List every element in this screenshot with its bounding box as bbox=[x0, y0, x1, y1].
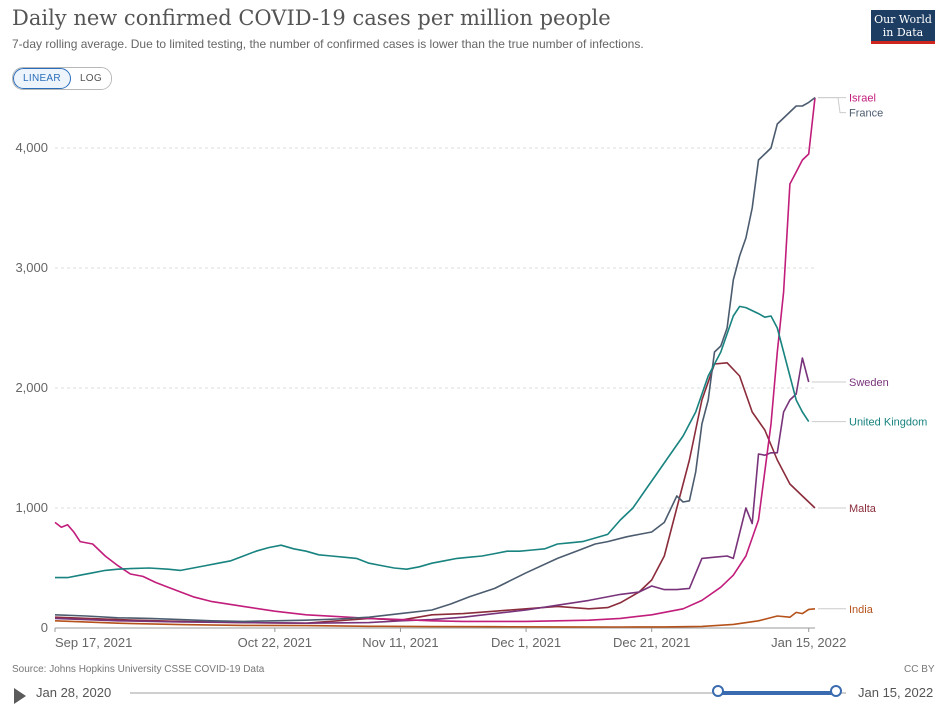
series-line-israel bbox=[54, 97, 816, 623]
legend-label-india: India bbox=[849, 604, 874, 616]
series-line-france bbox=[54, 96, 816, 623]
timeline-end-label: Jan 15, 2022 bbox=[858, 685, 934, 700]
series-line-india bbox=[54, 608, 816, 628]
y-tick-label-2: 2,000 bbox=[15, 380, 48, 395]
timeline-selected-range bbox=[718, 691, 836, 695]
y-tick-label-1: 1,000 bbox=[15, 500, 48, 515]
x-tick-label-0: Sep 17, 2021 bbox=[55, 635, 132, 650]
y-tick-label-3: 3,000 bbox=[15, 260, 48, 275]
chart-title: Daily new confirmed COVID-19 cases per m… bbox=[12, 6, 611, 30]
x-tick-label-2: Nov 11, 2021 bbox=[362, 635, 438, 650]
series-line-sweden bbox=[54, 357, 810, 624]
y-tick-label-0: 0 bbox=[41, 620, 48, 635]
play-icon[interactable] bbox=[14, 688, 26, 704]
scale-toggle: LINEAR LOG bbox=[12, 67, 112, 90]
chart-subtitle: 7-day rolling average. Due to limited te… bbox=[12, 37, 644, 51]
legend-label-sweden: Sweden bbox=[849, 377, 889, 389]
y-tick-label-4: 4,000 bbox=[15, 140, 48, 155]
license-link[interactable]: CC BY bbox=[904, 664, 935, 675]
timeline: Jan 28, 2020 Jan 15, 2022 bbox=[0, 684, 946, 704]
series-line-united-kingdom bbox=[55, 305, 810, 579]
x-tick-label-1: Oct 22, 2021 bbox=[238, 635, 312, 650]
timeline-start-handle[interactable] bbox=[712, 685, 724, 697]
linear-scale-button[interactable]: LINEAR bbox=[13, 68, 71, 89]
legend-label-france: France bbox=[849, 108, 883, 120]
owid-logo[interactable]: Our World in Data bbox=[871, 10, 935, 44]
source-note: Source: Johns Hopkins University CSSE CO… bbox=[12, 664, 265, 675]
x-tick-label-4: Dec 21, 2021 bbox=[613, 635, 690, 650]
legend-label-united-kingdom: United Kingdom bbox=[849, 417, 927, 429]
series-line-malta bbox=[54, 362, 816, 624]
legend-label-malta: Malta bbox=[849, 503, 877, 515]
legend-label-israel: Israel bbox=[849, 93, 876, 105]
log-scale-button[interactable]: LOG bbox=[70, 68, 111, 89]
timeline-track[interactable] bbox=[130, 692, 846, 694]
timeline-end-handle[interactable] bbox=[830, 685, 842, 697]
x-tick-label-5: Jan 15, 2022 bbox=[771, 635, 846, 650]
legend-connector-france bbox=[818, 97, 846, 114]
line-chart: 0 1,000 2,000 3,000 4,000 Sep 17, 2021 Oct 22,… bbox=[15, 93, 927, 650]
timeline-start-label: Jan 28, 2020 bbox=[36, 685, 112, 700]
logo-line-2: in Data bbox=[882, 26, 924, 39]
x-tick-label-3: Dec 1, 2021 bbox=[491, 635, 561, 650]
logo-line-1: Our World bbox=[874, 13, 932, 26]
